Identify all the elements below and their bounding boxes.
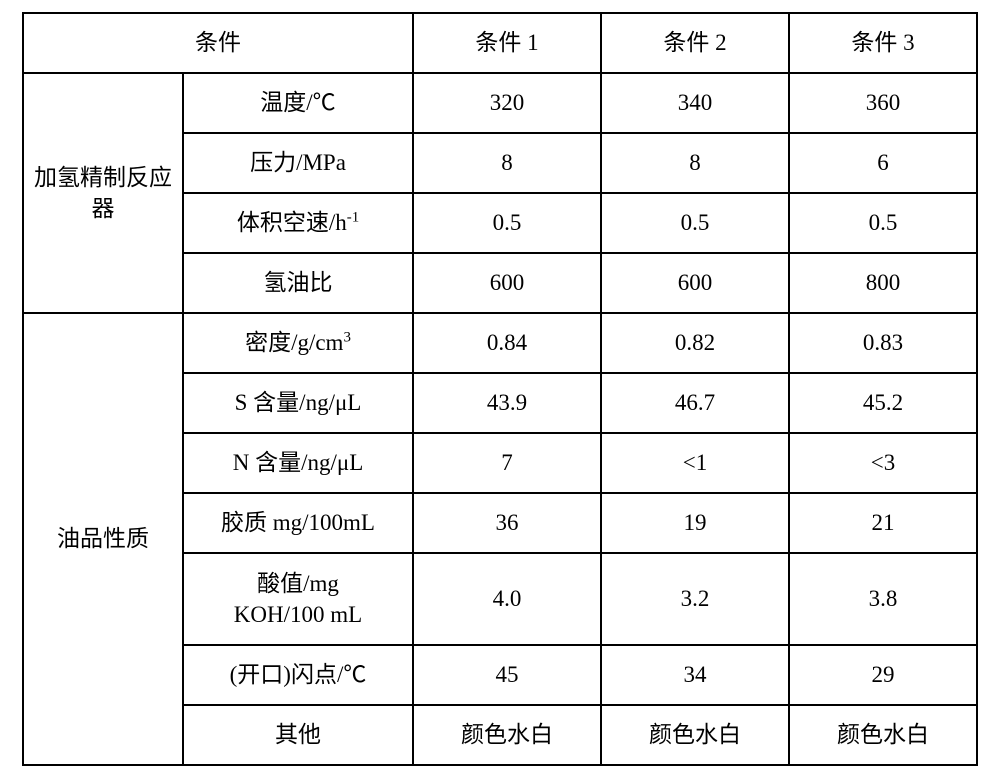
value-c2: 46.7 xyxy=(601,373,789,433)
value-c1: 600 xyxy=(413,253,601,313)
param-label: 其他 xyxy=(183,705,413,765)
param-label: 温度/℃ xyxy=(183,73,413,133)
value-c3: 0.83 xyxy=(789,313,977,373)
param-label: 体积空速/h-1 xyxy=(183,193,413,253)
value-c1: 4.0 xyxy=(413,553,601,645)
value-c2: 600 xyxy=(601,253,789,313)
header-c2: 条件 2 xyxy=(601,13,789,73)
value-c1: 7 xyxy=(413,433,601,493)
value-c1: 320 xyxy=(413,73,601,133)
value-c1: 36 xyxy=(413,493,601,553)
param-label: 密度/g/cm3 xyxy=(183,313,413,373)
group-label-0: 加氢精制反应器 xyxy=(23,73,183,313)
value-c2: 19 xyxy=(601,493,789,553)
value-c1: 0.5 xyxy=(413,193,601,253)
value-c1: 8 xyxy=(413,133,601,193)
value-c2: 3.2 xyxy=(601,553,789,645)
param-label: 胶质 mg/100mL xyxy=(183,493,413,553)
group-label-1: 油品性质 xyxy=(23,313,183,765)
header-conditions: 条件 xyxy=(23,13,413,73)
param-label: (开口)闪点/℃ xyxy=(183,645,413,705)
value-c2: 颜色水白 xyxy=(601,705,789,765)
value-c3: <3 xyxy=(789,433,977,493)
value-c3: 颜色水白 xyxy=(789,705,977,765)
param-label: S 含量/ng/μL xyxy=(183,373,413,433)
value-c3: 29 xyxy=(789,645,977,705)
value-c3: 360 xyxy=(789,73,977,133)
value-c3: 0.5 xyxy=(789,193,977,253)
value-c3: 3.8 xyxy=(789,553,977,645)
value-c2: 0.82 xyxy=(601,313,789,373)
value-c2: 34 xyxy=(601,645,789,705)
value-c3: 45.2 xyxy=(789,373,977,433)
value-c3: 6 xyxy=(789,133,977,193)
param-label: 酸值/mgKOH/100 mL xyxy=(183,553,413,645)
value-c1: 43.9 xyxy=(413,373,601,433)
value-c2: <1 xyxy=(601,433,789,493)
value-c2: 8 xyxy=(601,133,789,193)
param-label: 压力/MPa xyxy=(183,133,413,193)
value-c2: 340 xyxy=(601,73,789,133)
param-label: N 含量/ng/μL xyxy=(183,433,413,493)
value-c1: 45 xyxy=(413,645,601,705)
header-c3: 条件 3 xyxy=(789,13,977,73)
header-c1: 条件 1 xyxy=(413,13,601,73)
value-c1: 0.84 xyxy=(413,313,601,373)
value-c3: 21 xyxy=(789,493,977,553)
value-c1: 颜色水白 xyxy=(413,705,601,765)
value-c2: 0.5 xyxy=(601,193,789,253)
value-c3: 800 xyxy=(789,253,977,313)
data-table: 条件条件 1条件 2条件 3 加氢精制反应器温度/℃320340360 压力/MPa… xyxy=(22,12,978,766)
param-label: 氢油比 xyxy=(183,253,413,313)
